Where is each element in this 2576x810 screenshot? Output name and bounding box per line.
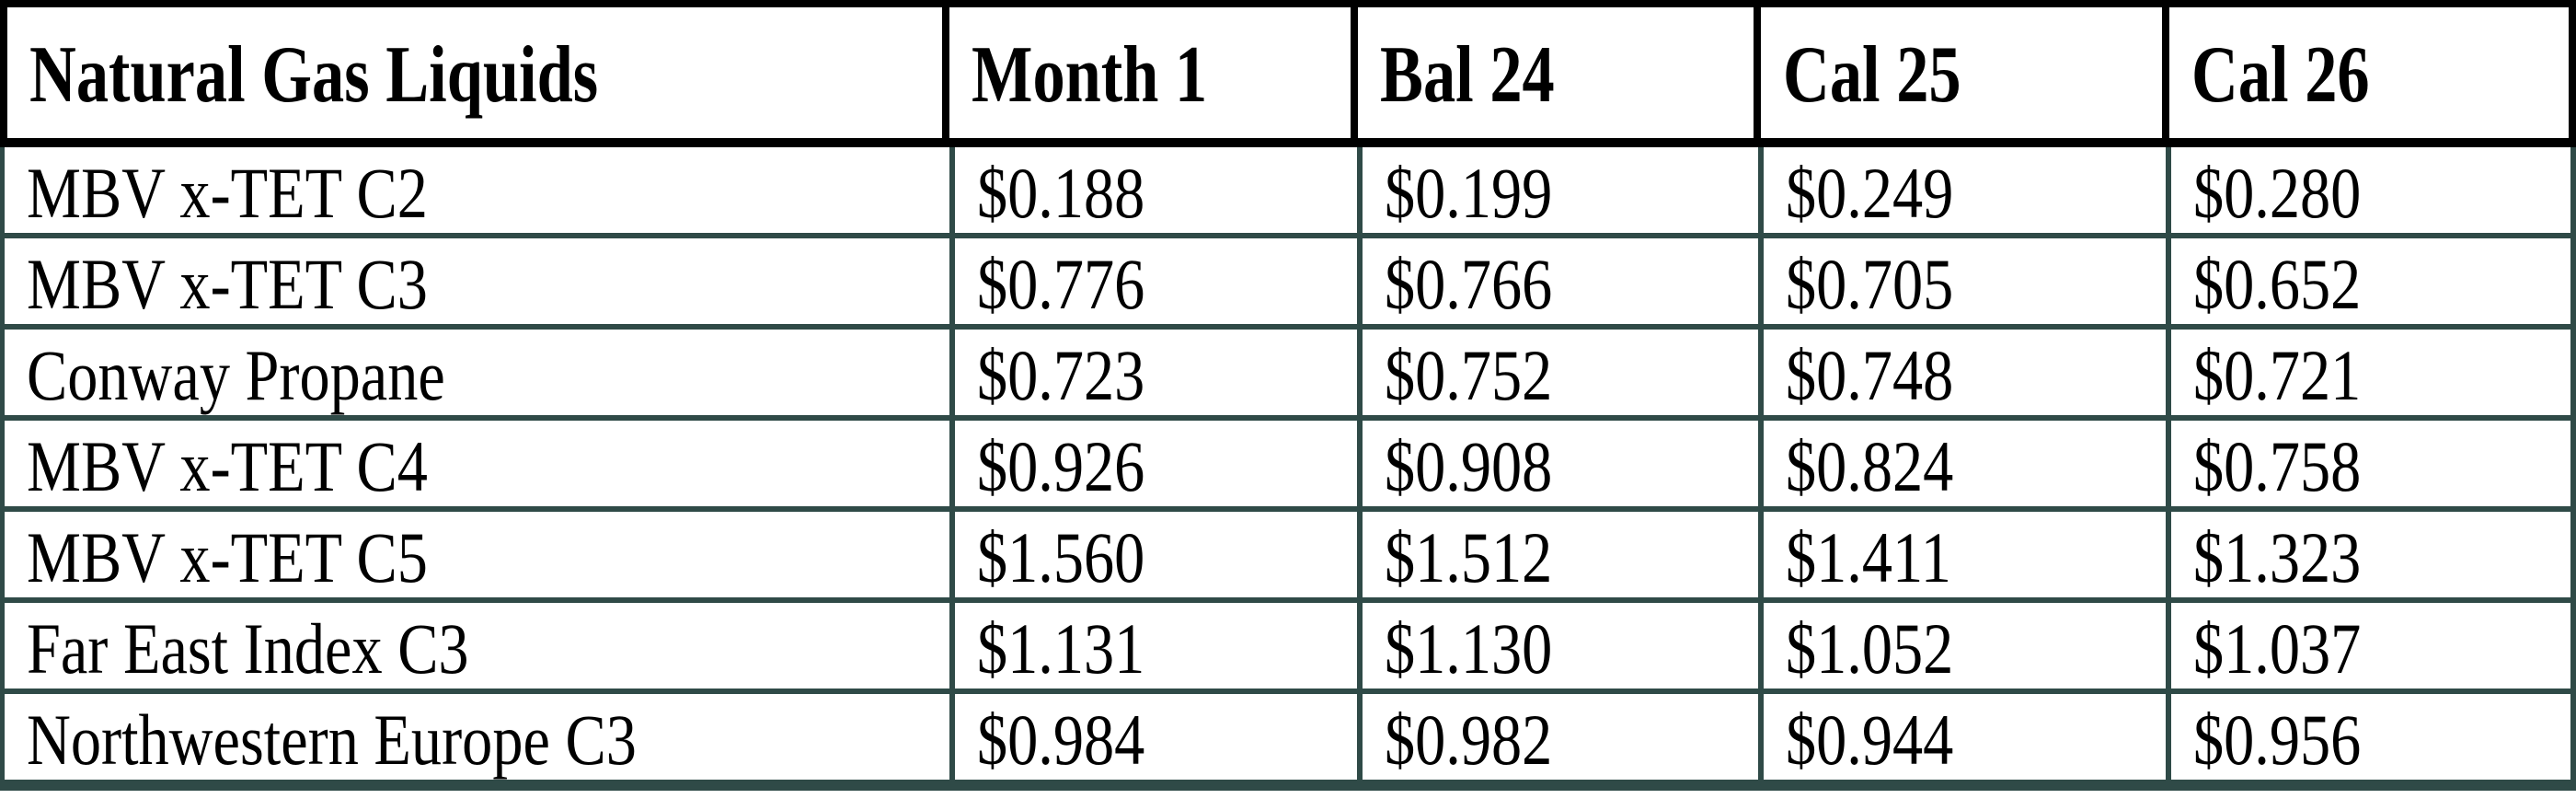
price-cell: $0.280 <box>2171 147 2570 233</box>
row-label: Northwestern Europe C3 <box>27 700 637 780</box>
price-cell: $1.560 <box>955 512 1357 597</box>
price-value: $0.956 <box>2193 700 2362 780</box>
price-value: $1.131 <box>977 608 1145 688</box>
header-cell-product: Natural Gas Liquids <box>7 7 942 138</box>
row-label: MBV x-TET C3 <box>27 244 428 324</box>
price-cell: $0.824 <box>1764 421 2166 506</box>
price-value: $0.721 <box>2193 335 2362 415</box>
price-value: $0.776 <box>977 244 1145 324</box>
price-value: $0.926 <box>977 426 1145 506</box>
price-cell: $1.130 <box>1363 603 1758 688</box>
price-cell: $1.323 <box>2171 512 2570 597</box>
price-cell: $0.199 <box>1363 147 1758 233</box>
price-value: $1.037 <box>2193 608 2362 688</box>
price-value: $1.512 <box>1385 517 1553 597</box>
header-label-product: Natural Gas Liquids <box>29 29 599 120</box>
price-cell: $0.721 <box>2171 330 2570 415</box>
row-label: MBV x-TET C2 <box>27 153 428 233</box>
row-label: MBV x-TET C5 <box>27 517 428 597</box>
price-cell: $0.766 <box>1363 238 1758 324</box>
price-value: $0.748 <box>1786 335 1954 415</box>
price-value: $1.052 <box>1786 608 1954 688</box>
price-value: $0.752 <box>1385 335 1553 415</box>
row-label: MBV x-TET C4 <box>27 426 428 506</box>
price-cell: $1.411 <box>1764 512 2166 597</box>
price-cell: $1.512 <box>1363 512 1758 597</box>
price-cell: $0.984 <box>955 694 1357 780</box>
price-value: $0.280 <box>2193 153 2362 233</box>
header-label-bal24: Bal 24 <box>1380 29 1555 120</box>
price-value: $0.758 <box>2193 426 2362 506</box>
ngl-price-table: Natural Gas Liquids Month 1 Bal 24 Cal 2… <box>0 0 2576 791</box>
row-label-cell: MBV x-TET C4 <box>5 421 949 506</box>
table-header-row: Natural Gas Liquids Month 1 Bal 24 Cal 2… <box>0 0 2576 147</box>
price-value: $1.560 <box>977 517 1145 597</box>
price-value: $1.411 <box>1786 517 1951 597</box>
price-value: $0.723 <box>977 335 1145 415</box>
header-cell-month1: Month 1 <box>949 7 1351 138</box>
row-label-cell: MBV x-TET C3 <box>5 238 949 324</box>
row-label: Far East Index C3 <box>27 608 469 688</box>
price-cell: $1.131 <box>955 603 1357 688</box>
price-cell: $0.776 <box>955 238 1357 324</box>
row-label: Conway Propane <box>27 335 445 415</box>
price-cell: $0.758 <box>2171 421 2570 506</box>
price-value: $0.705 <box>1786 244 1954 324</box>
price-value: $0.188 <box>977 153 1145 233</box>
row-label-cell: Northwestern Europe C3 <box>5 694 949 780</box>
price-cell: $1.037 <box>2171 603 2570 688</box>
header-label-cal25: Cal 25 <box>1783 29 1961 120</box>
price-cell: $0.908 <box>1363 421 1758 506</box>
price-value: $1.130 <box>1385 608 1553 688</box>
price-cell: $0.926 <box>955 421 1357 506</box>
price-cell: $0.956 <box>2171 694 2570 780</box>
row-label-cell: MBV x-TET C5 <box>5 512 949 597</box>
price-cell: $1.052 <box>1764 603 2166 688</box>
header-label-cal26: Cal 26 <box>2191 29 2370 120</box>
price-value: $0.982 <box>1385 700 1553 780</box>
row-label-cell: Far East Index C3 <box>5 603 949 688</box>
price-value: $0.249 <box>1786 153 1954 233</box>
table-body: MBV x-TET C2 $0.188 $0.199 $0.249 $0.280… <box>0 147 2576 791</box>
price-value: $0.824 <box>1786 426 1954 506</box>
price-value: $0.199 <box>1385 153 1553 233</box>
header-label-month1: Month 1 <box>972 29 1208 120</box>
price-value: $0.944 <box>1786 700 1954 780</box>
price-cell: $0.652 <box>2171 238 2570 324</box>
header-cell-bal24: Bal 24 <box>1358 7 1754 138</box>
price-cell: $0.188 <box>955 147 1357 233</box>
price-cell: $0.752 <box>1363 330 1758 415</box>
row-label-cell: Conway Propane <box>5 330 949 415</box>
price-value: $0.652 <box>2193 244 2362 324</box>
price-cell: $0.723 <box>955 330 1357 415</box>
header-cell-cal25: Cal 25 <box>1761 7 2162 138</box>
price-value: $0.984 <box>977 700 1145 780</box>
price-cell: $0.748 <box>1764 330 2166 415</box>
row-label-cell: MBV x-TET C2 <box>5 147 949 233</box>
price-value: $0.766 <box>1385 244 1553 324</box>
price-cell: $0.982 <box>1363 694 1758 780</box>
price-cell: $0.944 <box>1764 694 2166 780</box>
price-cell: $0.705 <box>1764 238 2166 324</box>
header-cell-cal26: Cal 26 <box>2169 7 2569 138</box>
price-cell: $0.249 <box>1764 147 2166 233</box>
price-value: $0.908 <box>1385 426 1553 506</box>
price-value: $1.323 <box>2193 517 2362 597</box>
